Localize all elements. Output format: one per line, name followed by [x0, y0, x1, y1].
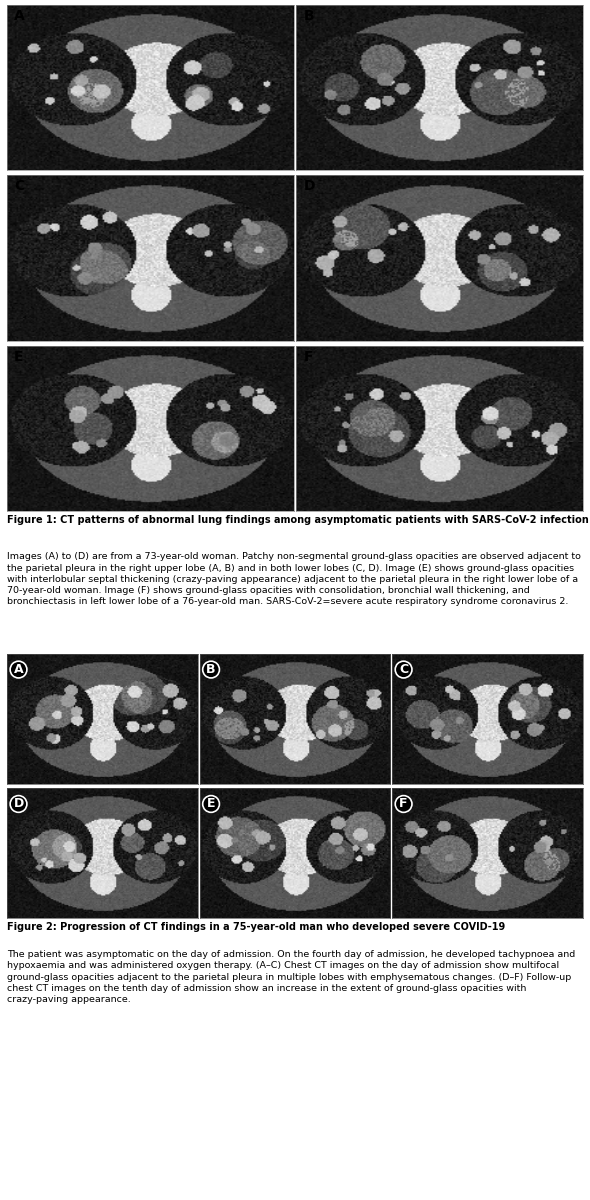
Text: E: E: [14, 349, 24, 364]
Text: A: A: [14, 664, 24, 676]
Text: E: E: [207, 798, 215, 810]
Text: C: C: [399, 664, 408, 676]
Text: C: C: [14, 179, 25, 193]
Text: Images (A) to (D) are from a 73-year-old woman. Patchy non-segmental ground-glas: Images (A) to (D) are from a 73-year-old…: [7, 552, 581, 606]
Text: A: A: [14, 8, 25, 23]
Text: D: D: [303, 179, 315, 193]
Text: B: B: [206, 664, 216, 676]
Text: B: B: [303, 8, 314, 23]
Text: F: F: [399, 798, 408, 810]
Text: D: D: [14, 798, 24, 810]
Text: F: F: [303, 349, 313, 364]
Text: The patient was asymptomatic on the day of admission. On the fourth day of admis: The patient was asymptomatic on the day …: [7, 950, 575, 1003]
Text: Figure 2: Progression of CT findings in a 75-year-old man who developed severe C: Figure 2: Progression of CT findings in …: [7, 922, 505, 931]
Text: Figure 1: CT patterns of abnormal lung findings among asymptomatic patients with: Figure 1: CT patterns of abnormal lung f…: [7, 515, 589, 524]
